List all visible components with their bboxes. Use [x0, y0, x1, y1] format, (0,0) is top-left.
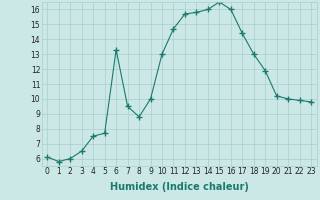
X-axis label: Humidex (Indice chaleur): Humidex (Indice chaleur): [110, 182, 249, 192]
